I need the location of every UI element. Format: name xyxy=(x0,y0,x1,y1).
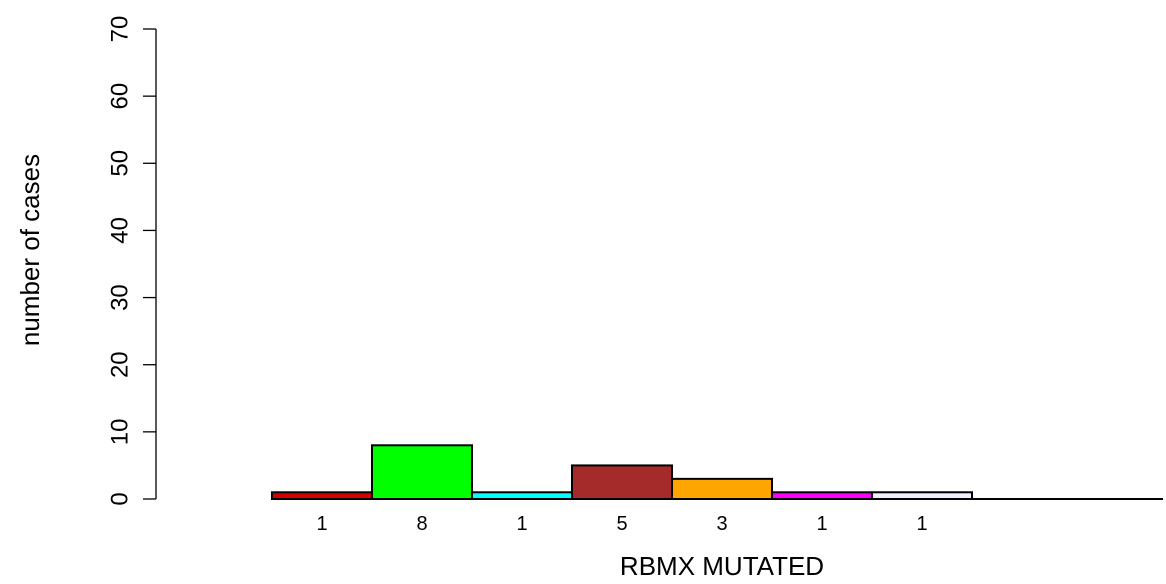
y-tick-label: 0 xyxy=(107,492,134,505)
bar-value-label: 3 xyxy=(716,513,727,535)
y-tick-label: 10 xyxy=(107,419,134,446)
bar-value-label: 1 xyxy=(916,513,927,535)
bar xyxy=(371,444,473,500)
bars xyxy=(271,444,973,501)
bar-value-label: 8 xyxy=(416,513,427,535)
bar-value-label: 1 xyxy=(816,513,827,535)
bar-value-label: 1 xyxy=(316,513,327,535)
bar-value-label: 1 xyxy=(516,513,527,535)
y-tick-label: 40 xyxy=(107,217,134,244)
y-tick-label: 60 xyxy=(107,83,134,110)
bar xyxy=(671,477,773,501)
y-axis: 0 10 20 30 40 50 60 70 xyxy=(107,16,157,506)
bar-value-label: 5 xyxy=(616,513,627,535)
bar xyxy=(471,491,573,500)
bar xyxy=(771,491,873,500)
x-axis-title: RBMX MUTATED xyxy=(620,551,824,581)
bar xyxy=(271,491,373,500)
y-axis-title: number of cases xyxy=(15,154,45,346)
bar xyxy=(871,491,973,500)
bar xyxy=(571,464,673,500)
y-tick-label: 70 xyxy=(107,16,134,43)
y-tick-label: 20 xyxy=(107,351,134,378)
y-tick-label: 30 xyxy=(107,284,134,311)
y-tick-label: 50 xyxy=(107,150,134,177)
